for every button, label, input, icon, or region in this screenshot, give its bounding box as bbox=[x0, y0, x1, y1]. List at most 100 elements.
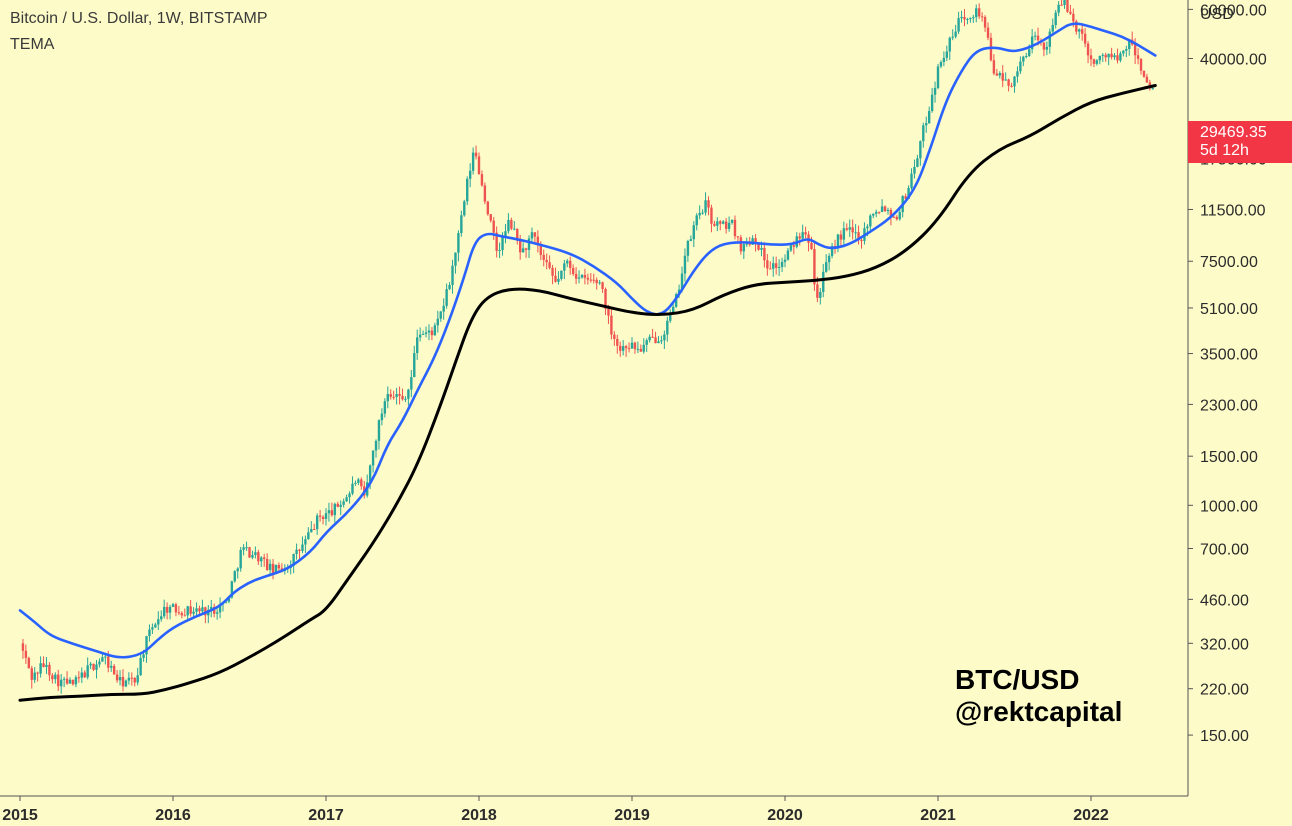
candle-body bbox=[1063, 0, 1066, 6]
candle-body bbox=[486, 201, 490, 215]
candle-body bbox=[692, 225, 695, 240]
candle-body bbox=[1125, 49, 1128, 51]
candle-body bbox=[195, 608, 198, 612]
candle-body bbox=[404, 398, 407, 400]
candle-body bbox=[980, 16, 984, 18]
candle-body bbox=[389, 394, 392, 397]
candle-body bbox=[1101, 54, 1104, 56]
candle-body bbox=[739, 237, 743, 252]
candle-body bbox=[716, 221, 719, 226]
candles-layer bbox=[21, 0, 1154, 694]
candle-body bbox=[189, 606, 192, 614]
candle-body bbox=[892, 216, 896, 218]
candle-body bbox=[177, 612, 181, 614]
candle-body bbox=[907, 188, 910, 199]
candle-body bbox=[607, 308, 610, 316]
candle-body bbox=[524, 248, 528, 250]
candle-body bbox=[883, 206, 887, 212]
candle-body bbox=[910, 173, 913, 189]
candle-body bbox=[925, 123, 928, 126]
candle-body bbox=[57, 674, 60, 687]
candle-body bbox=[101, 657, 104, 662]
candle-body bbox=[504, 231, 507, 237]
candle-body bbox=[954, 31, 957, 37]
candle-body bbox=[975, 8, 978, 18]
candle-body bbox=[315, 515, 319, 530]
candle-body bbox=[168, 606, 172, 613]
candle-body bbox=[533, 232, 537, 237]
candle-body bbox=[239, 549, 242, 569]
candle-body bbox=[301, 544, 304, 551]
candle-body bbox=[24, 650, 28, 658]
candle-body bbox=[263, 557, 266, 560]
candle-body bbox=[845, 228, 848, 230]
candle-body bbox=[254, 552, 257, 556]
candle-body bbox=[592, 279, 595, 281]
candle-body bbox=[54, 674, 57, 680]
candle-body bbox=[112, 666, 116, 675]
candle-body bbox=[636, 348, 640, 350]
candle-body bbox=[824, 262, 828, 272]
candle-body bbox=[183, 615, 186, 617]
candle-body bbox=[816, 284, 819, 298]
candle-body bbox=[392, 396, 395, 398]
candle-body bbox=[580, 274, 584, 278]
candle-body bbox=[1045, 46, 1049, 50]
x-tick-label: 2019 bbox=[614, 807, 650, 824]
candle-body bbox=[212, 606, 216, 614]
candle-body bbox=[857, 232, 860, 241]
tema-lines-layer bbox=[18, 22, 1157, 702]
candle-body bbox=[351, 483, 354, 494]
candle-body bbox=[1136, 55, 1140, 59]
candle-body bbox=[819, 291, 822, 298]
candle-body bbox=[666, 320, 669, 335]
candle-body bbox=[27, 657, 31, 669]
y-tick-label: 1500.00 bbox=[1200, 449, 1258, 466]
candle-body bbox=[966, 18, 969, 20]
candle-body bbox=[513, 228, 516, 230]
candle-body bbox=[310, 529, 313, 533]
candle-body bbox=[957, 18, 960, 32]
candle-body bbox=[295, 549, 298, 554]
candle-body bbox=[92, 663, 95, 670]
candle-body bbox=[651, 336, 654, 338]
indicator-legend[interactable]: TEMA bbox=[10, 36, 55, 53]
candle-body bbox=[383, 401, 387, 414]
candle-body bbox=[695, 215, 698, 226]
candle-body bbox=[492, 220, 495, 233]
candle-body bbox=[457, 233, 460, 253]
candle-body bbox=[395, 394, 398, 397]
candle-body bbox=[1001, 73, 1004, 81]
candle-body bbox=[1119, 53, 1122, 61]
candle-body bbox=[1133, 44, 1137, 56]
candle-body bbox=[115, 674, 119, 681]
candle-body bbox=[539, 245, 542, 255]
candle-body bbox=[427, 330, 431, 333]
candle-body bbox=[215, 612, 219, 614]
candle-body bbox=[498, 250, 501, 252]
candle-body bbox=[613, 334, 616, 339]
candle-body bbox=[95, 664, 98, 670]
candle-body bbox=[822, 271, 825, 292]
candle-body bbox=[410, 377, 413, 390]
y-tick-label: 320.00 bbox=[1200, 636, 1249, 653]
y-tick-label: 3500.00 bbox=[1200, 347, 1258, 364]
candle-body bbox=[1083, 33, 1087, 44]
candle-body bbox=[368, 465, 372, 483]
candle-body bbox=[171, 604, 175, 607]
candle-body bbox=[224, 601, 228, 603]
candle-body bbox=[292, 553, 295, 566]
x-tick-label: 2022 bbox=[1073, 807, 1109, 824]
candle-body bbox=[463, 201, 466, 216]
candle-body bbox=[619, 345, 622, 351]
y-tick-label: 40000.00 bbox=[1200, 51, 1267, 68]
candle-body bbox=[983, 17, 987, 28]
candle-body bbox=[21, 643, 25, 651]
candle-body bbox=[36, 672, 39, 674]
time-axis[interactable]: 2015 2016 2017 2018 2019 2020 2021 2022 bbox=[2, 796, 1109, 824]
candle-body bbox=[142, 654, 145, 658]
candle-body bbox=[569, 260, 572, 268]
y-tick-label: 7500.00 bbox=[1200, 254, 1258, 271]
last-price-tag: 29469.35 5d 12h bbox=[1188, 121, 1292, 163]
